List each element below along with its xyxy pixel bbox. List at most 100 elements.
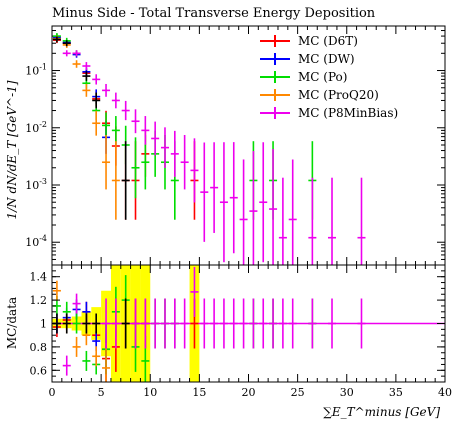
- legend-label: MC (ProQ20): [298, 88, 379, 102]
- ratio-point-mc-proq20: [72, 336, 81, 357]
- ratio-point-data: [82, 313, 91, 334]
- ratio-point-mc-p8minbias: [357, 298, 366, 349]
- ratio-point-mc-p8minbias: [259, 298, 268, 349]
- point-mc-p8minbias: [121, 100, 130, 121]
- legend-item: MC (ProQ20): [260, 88, 379, 102]
- ratio-point-mc-p8minbias: [180, 298, 189, 349]
- legend-item: MC (DW): [260, 52, 355, 66]
- ratio-point-mc-p8minbias: [328, 298, 337, 349]
- ratio-ticks: 0.6 0.8 1 1.2 1.4: [30, 264, 445, 383]
- ratio-point-mc-p8minbias: [229, 298, 238, 349]
- main-plot: 10-4 10-3 10-2 10-1: [25, 25, 446, 266]
- x-tick-label: 25: [291, 386, 305, 399]
- legend-item: MC (D6T): [260, 34, 358, 48]
- point-mc-p8minbias: [190, 138, 199, 203]
- point-mc-p8minbias: [328, 177, 337, 265]
- point-mc-proq20: [82, 83, 91, 97]
- point-mc-p8minbias: [180, 135, 189, 190]
- ratio-point-mc-p8minbias: [278, 298, 287, 349]
- point-mc-p8minbias: [269, 149, 278, 265]
- point-mc-p8minbias: [229, 142, 238, 254]
- point-mc-p8minbias: [72, 50, 81, 57]
- point-mc-p8minbias: [62, 50, 71, 57]
- legend-label: MC (Po): [298, 70, 347, 84]
- y-axis-label-text: 1/N dN/dE_T [GeV^-1]: [5, 80, 19, 219]
- y-tick-label: 10-4: [25, 234, 47, 249]
- ratio-point-mc-p8minbias: [170, 298, 179, 349]
- ratio-point-mc-po: [82, 350, 91, 371]
- legend-label: MC (DW): [298, 52, 355, 66]
- x-axis-label-text: ∑E_T^minus [GeV]: [323, 405, 440, 419]
- point-mc-p8minbias: [239, 159, 248, 265]
- point-mc-p8minbias: [102, 83, 111, 97]
- ratio-point-mc-po: [72, 313, 81, 334]
- ratio-point-mc-p8minbias: [151, 298, 160, 349]
- ratio-axis-label: MC/data: [5, 297, 19, 349]
- legend-item: MC (P8MinBias): [260, 106, 398, 120]
- point-mc-p8minbias: [288, 159, 297, 265]
- point-mc-p8minbias: [210, 142, 219, 233]
- ratio-tick-label: 0.8: [30, 341, 48, 354]
- point-mc-po: [102, 112, 111, 139]
- main-points: [52, 33, 366, 265]
- y-tick-label: 10-1: [25, 63, 47, 78]
- ratio-axis-label-text: MC/data: [5, 297, 19, 349]
- point-data: [62, 40, 71, 47]
- ratio-point-mc-p8minbias: [249, 298, 258, 349]
- x-tick-label: 30: [340, 386, 354, 399]
- chart-title: Minus Side - Total Transverse Energy Dep…: [52, 6, 376, 21]
- point-mc-p8minbias: [308, 177, 317, 265]
- point-mc-p8minbias: [219, 142, 228, 263]
- point-mc-p8minbias: [357, 177, 366, 265]
- ratio-point-mc-proq20: [92, 346, 101, 367]
- x-tick-label: 20: [242, 386, 256, 399]
- legend-label: MC (D6T): [298, 34, 358, 48]
- y-tick-label: 10-2: [25, 120, 47, 135]
- point-mc-p8minbias: [92, 74, 101, 85]
- y-axis-label: 1/N dN/dE_T [GeV^-1]: [5, 80, 19, 219]
- point-data: [121, 141, 130, 220]
- ratio-point-data: [92, 313, 101, 334]
- ratio-point-mc-p8minbias: [210, 298, 219, 349]
- main-ticks: 10-4 10-3 10-2 10-1: [25, 30, 445, 266]
- ratio-point-mc-proq20: [102, 342, 111, 382]
- ratio-point-data: [62, 313, 71, 334]
- legend-label: MC (P8MinBias): [298, 106, 398, 120]
- x-tick-label: 5: [98, 386, 105, 399]
- point-data: [52, 36, 61, 43]
- point-mc-proq20: [102, 135, 111, 190]
- point-mc-p8minbias: [82, 62, 91, 70]
- ratio-point-mc-p8minbias: [62, 355, 71, 376]
- x-tick-label: 10: [143, 386, 157, 399]
- point-mc-po: [111, 116, 120, 145]
- x-tick-label: 15: [192, 386, 206, 399]
- point-mc-p8minbias: [111, 92, 120, 109]
- ratio-point-mc-p8minbias: [288, 298, 297, 349]
- ratio-point-mc-p8minbias: [308, 298, 317, 349]
- point-mc-p8minbias: [278, 177, 287, 265]
- ratio-point-mc-p8minbias: [239, 298, 248, 349]
- ratio-plot: 0.6 0.8 1 1.2 1.4: [30, 264, 446, 383]
- point-mc-proq20: [72, 60, 81, 68]
- ratio-point-mc-p8minbias: [190, 266, 199, 317]
- ratio-point-mc-proq20: [52, 280, 61, 301]
- main-plot-frame: [51, 25, 446, 266]
- x-axis-label: ∑E_T^minus [GeV]: [323, 405, 440, 419]
- point-mc-p8minbias: [151, 121, 160, 156]
- ratio-point-mc-p8minbias: [141, 298, 150, 349]
- ratio-tick-label: 1.4: [30, 271, 48, 284]
- ratio-point-mc-p8minbias: [200, 298, 209, 349]
- point-mc-p8minbias: [160, 127, 169, 168]
- y-tick-label: 10-3: [25, 177, 47, 192]
- point-mc-p8minbias: [141, 116, 150, 145]
- legend-item: MC (Po): [260, 70, 347, 84]
- ratio-point-mc-p8minbias: [72, 293, 81, 314]
- point-mc-po: [131, 137, 140, 199]
- ratio-tick-label: 0.6: [30, 364, 48, 377]
- x-tick-label: 0: [49, 386, 56, 399]
- legend: MC (D6T) MC (DW) MC (Po) MC (ProQ20) MC (P8M…: [260, 34, 398, 120]
- point-mc-p8minbias: [259, 142, 268, 263]
- point-mc-p8minbias: [170, 130, 179, 177]
- ratio-tick-label: 1.2: [30, 294, 48, 307]
- point-data: [92, 92, 101, 109]
